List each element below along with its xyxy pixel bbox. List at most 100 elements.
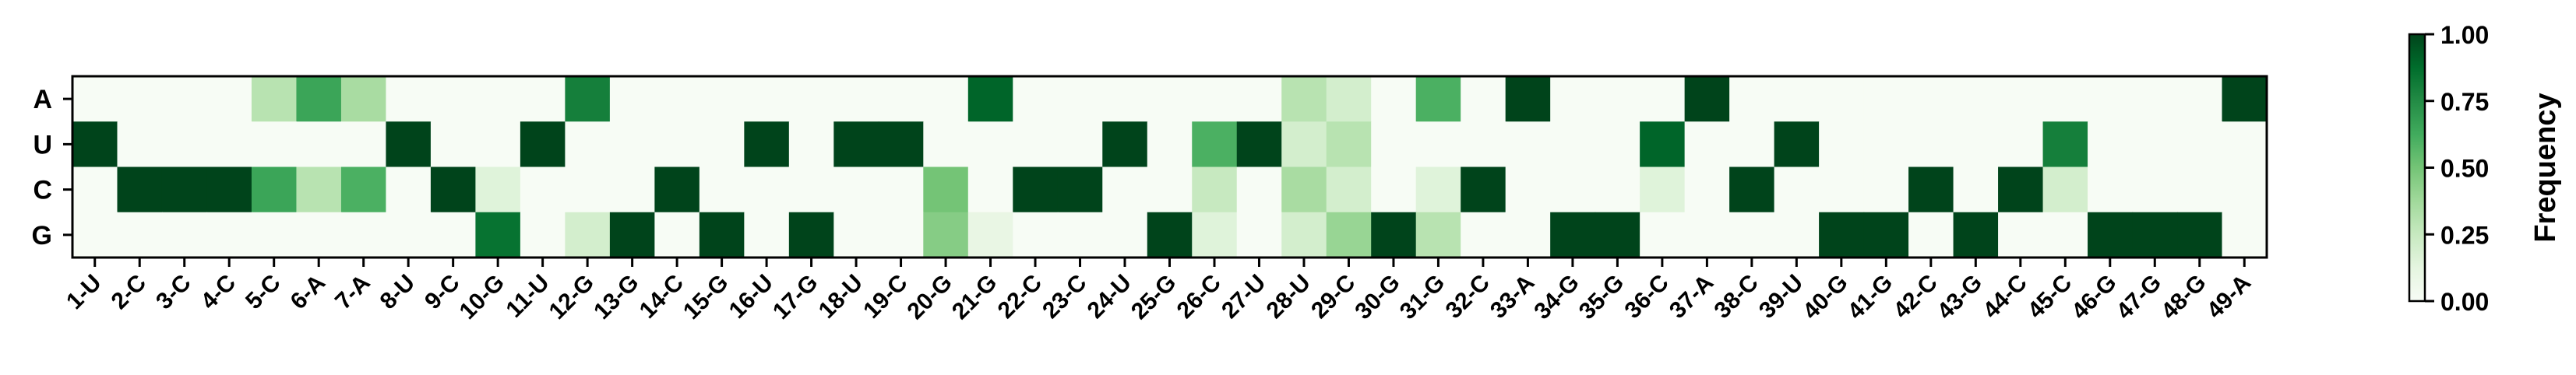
heatmap-cell: [1371, 121, 1417, 168]
heatmap-cell: [788, 212, 834, 258]
heatmap-cell: [833, 76, 879, 122]
heatmap-cell: [1057, 76, 1103, 122]
heatmap-cell: [2222, 166, 2268, 213]
heatmap-cell: [699, 121, 745, 168]
heatmap-cell: [1057, 166, 1103, 213]
heatmap-cell: [72, 212, 118, 258]
heatmap-cell: [833, 166, 879, 213]
x-tick-label: 25-G: [1126, 270, 1182, 325]
heatmap-cell: [654, 212, 700, 258]
heatmap-cell: [1819, 121, 1865, 168]
heatmap-cell: [1908, 166, 1954, 213]
heatmap-cell: [2088, 166, 2134, 213]
heatmap-cell: [161, 166, 208, 213]
colorbar-ticks: 0.00 0.25 0.50 0.75 1.00: [2425, 21, 2489, 316]
x-axis: 1-U 2-C 3-C 4-C 5-C 6-A 7-A 8-U 9-C10-G11-U12-G1…: [62, 258, 2256, 324]
heatmap-cell: [1281, 121, 1327, 168]
heatmap-cell: [788, 121, 834, 168]
heatmap-cell: [1192, 76, 1238, 122]
heatmap-cell: [475, 212, 521, 258]
colorbar-tick-label: 0.00: [2440, 288, 2489, 316]
heatmap-cell: [2088, 76, 2134, 122]
heatmap-cell: [1550, 121, 1596, 168]
heatmap-cell: [1013, 121, 1059, 168]
heatmap-cell: [1415, 121, 1461, 168]
x-tick-label: 26-C: [1172, 270, 1226, 324]
heatmap-cells: [72, 76, 2268, 258]
heatmap-cell: [2088, 121, 2134, 168]
heatmap-cell: [744, 166, 790, 213]
x-tick-label: 12-G: [544, 270, 600, 325]
heatmap-cell: [565, 166, 611, 213]
heatmap-cell: [2132, 166, 2178, 213]
heatmap-cell: [1863, 212, 1909, 258]
x-tick-label: 20-G: [903, 270, 958, 325]
heatmap-cell: [520, 76, 566, 122]
heatmap-cell: [1819, 76, 1865, 122]
colorbar-label: Frequency: [2529, 93, 2562, 242]
heatmap-cell: [1326, 76, 1372, 122]
y-tick-label: G: [32, 221, 52, 251]
heatmap-cell: [1505, 76, 1551, 122]
heatmap-cell: [1640, 76, 1686, 122]
heatmap-cell: [2042, 121, 2088, 168]
heatmap-cell: [520, 212, 566, 258]
heatmap-cell: [430, 121, 477, 168]
heatmap-cell: [520, 121, 566, 168]
x-tick-label: 34-G: [1529, 270, 1584, 325]
heatmap-cell: [2132, 212, 2178, 258]
x-tick-label: 48-G: [2156, 270, 2211, 325]
x-tick-label: 23-C: [1038, 270, 1091, 324]
heatmap-cell: [1236, 121, 1282, 168]
heatmap-cell: [161, 212, 208, 258]
x-tick-label: 7-A: [330, 270, 375, 315]
heatmap-cell: [1013, 212, 1059, 258]
heatmap-cell: [565, 212, 611, 258]
heatmap-cell: [967, 166, 1013, 213]
heatmap-cell: [1505, 121, 1551, 168]
heatmap-cell: [1908, 212, 1954, 258]
heatmap-cell: [609, 212, 655, 258]
heatmap-cell: [72, 121, 118, 168]
heatmap-cell: [1461, 166, 1506, 213]
heatmap-cell: [1236, 76, 1282, 122]
heatmap-cell: [1371, 212, 1417, 258]
heatmap-cell: [1415, 166, 1461, 213]
x-tick-label: 33-A: [1485, 270, 1539, 324]
heatmap-cell: [923, 121, 969, 168]
colorbar-tick-label: 0.75: [2440, 88, 2489, 116]
x-tick-label: 28-U: [1262, 270, 1316, 324]
heatmap-cell: [1998, 166, 2044, 213]
x-tick-label: 13-G: [589, 270, 644, 325]
heatmap-cell: [2222, 212, 2268, 258]
heatmap-cell: [1908, 76, 1954, 122]
heatmap-cell: [1863, 166, 1909, 213]
x-tick-label: 42-C: [1888, 270, 1942, 324]
heatmap-cell: [1326, 166, 1372, 213]
heatmap-cell: [296, 212, 342, 258]
x-tick-label: 24-U: [1083, 270, 1136, 324]
heatmap-cell: [1729, 212, 1775, 258]
heatmap-cell: [386, 166, 432, 213]
heatmap-cell: [1102, 121, 1148, 168]
heatmap-cell: [2042, 166, 2088, 213]
x-tick-label: 15-G: [678, 270, 734, 325]
y-tick-label: A: [33, 85, 52, 114]
heatmap-cell: [1819, 212, 1865, 258]
colorbar-tick-label: 1.00: [2440, 21, 2489, 49]
x-tick-label: 10-G: [455, 270, 510, 325]
heatmap-cell: [1819, 166, 1865, 213]
heatmap-cell: [1013, 76, 1059, 122]
heatmap-cell: [609, 121, 655, 168]
heatmap-cell: [1640, 212, 1686, 258]
heatmap-cell: [1102, 166, 1148, 213]
heatmap-cell: [1371, 166, 1417, 213]
heatmap-cell: [1326, 121, 1372, 168]
heatmap-cell: [430, 212, 477, 258]
heatmap-cell: [967, 121, 1013, 168]
heatmap-cell: [833, 212, 879, 258]
heatmap-cell: [1236, 166, 1282, 213]
heatmap-cell: [1192, 121, 1238, 168]
y-tick-label: C: [33, 176, 52, 205]
heatmap-cell: [565, 121, 611, 168]
